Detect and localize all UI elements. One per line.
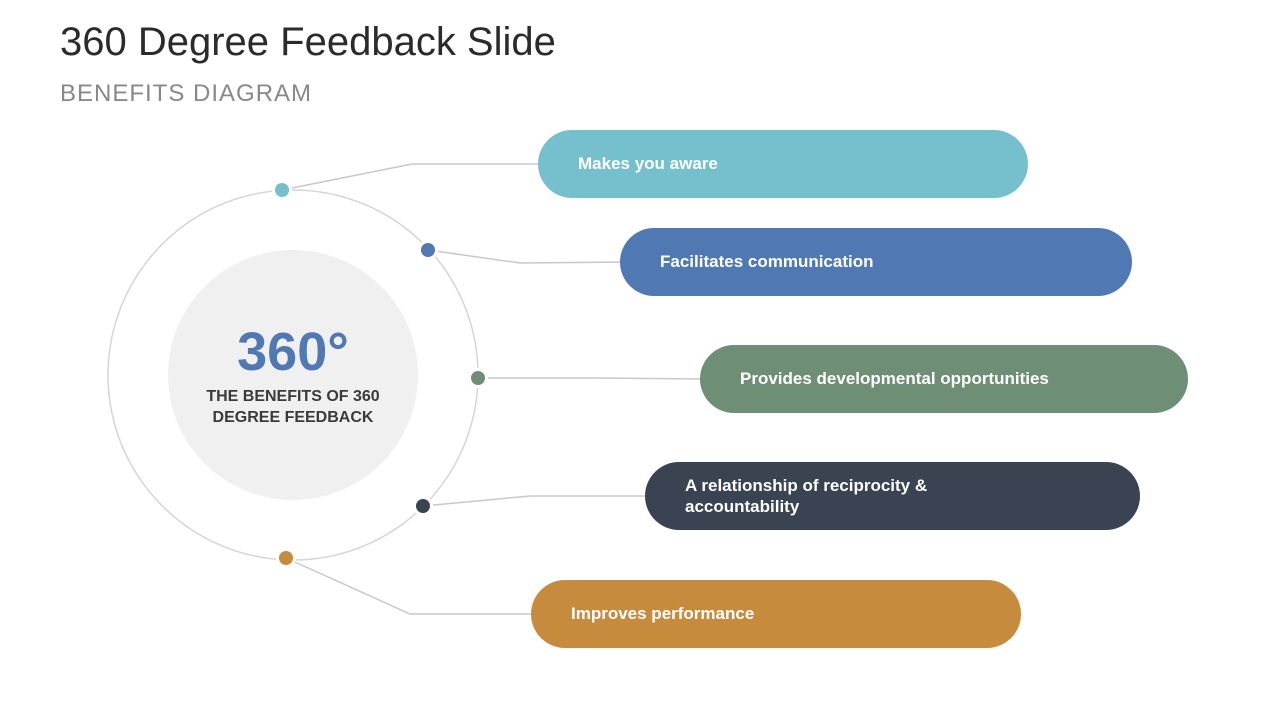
connector-line (478, 378, 710, 379)
benefit-pill: Facilitates communication (620, 228, 1132, 296)
orbit-dot (275, 183, 289, 197)
benefit-label: Makes you aware (578, 153, 718, 174)
orbit-dot (279, 551, 293, 565)
benefit-pill: Provides developmental opportunities (700, 345, 1188, 413)
benefit-pill: Makes you aware (538, 130, 1028, 198)
benefit-label: Facilitates communication (660, 251, 874, 272)
center-number: 360° (237, 321, 349, 383)
connector-line (423, 496, 655, 506)
orbit-dot (471, 371, 485, 385)
center-circle: 360° THE BENEFITS OF 360 DEGREE FEEDBACK (168, 250, 418, 500)
benefit-label: A relationship of reciprocity & accounta… (685, 475, 1005, 518)
center-caption: THE BENEFITS OF 360 DEGREE FEEDBACK (168, 387, 418, 429)
orbit-dot (421, 243, 435, 257)
orbit-dot (416, 499, 430, 513)
connector-line (428, 250, 630, 263)
benefit-pill: A relationship of reciprocity & accounta… (645, 462, 1140, 530)
connector-line (282, 164, 548, 190)
benefit-label: Provides developmental opportunities (740, 368, 1049, 389)
benefit-label: Improves performance (571, 603, 754, 624)
connector-line (286, 558, 541, 614)
benefit-pill: Improves performance (531, 580, 1021, 648)
